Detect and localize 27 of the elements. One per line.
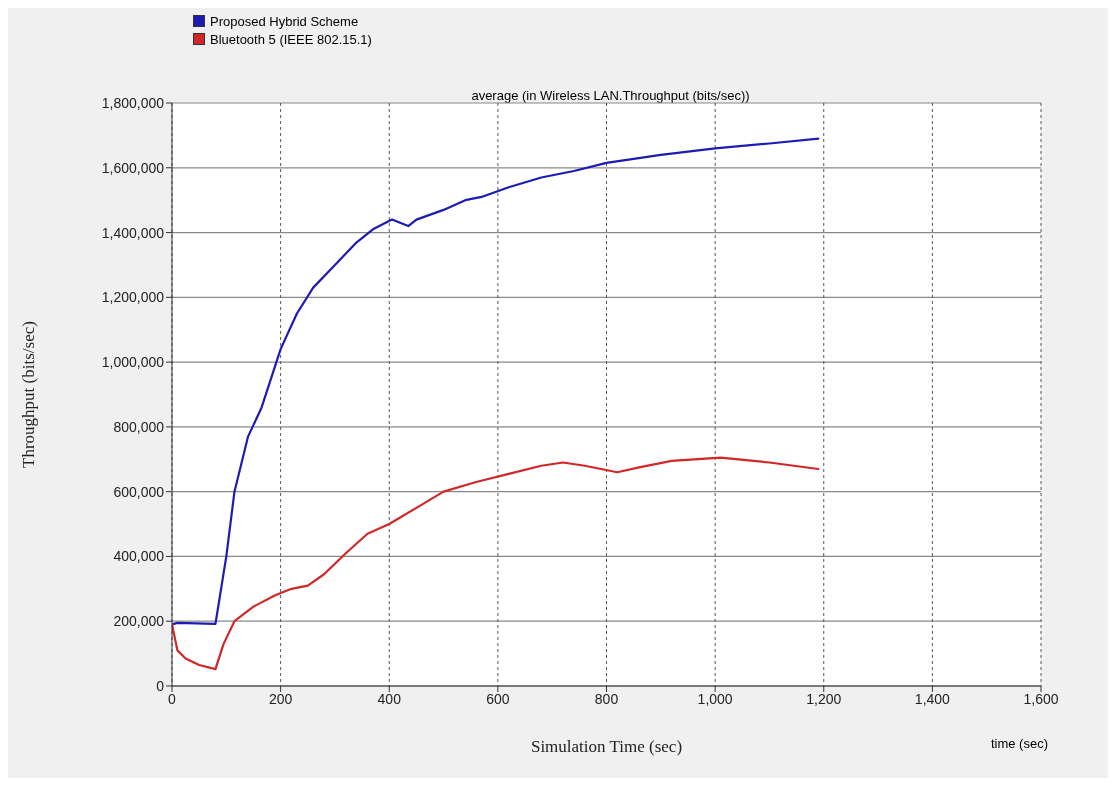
chart-subtitle: average (in Wireless LAN.Throughput (bits/sec)): [470, 88, 751, 103]
y-tick-label: 400,000: [113, 548, 165, 565]
x-tick-label: 800: [594, 690, 619, 707]
legend-label: Proposed Hybrid Scheme: [210, 13, 359, 29]
line-series: [172, 137, 820, 626]
x-tick-label: 200: [268, 690, 293, 707]
x-tick-label: 600: [486, 690, 510, 707]
legend-label: Bluetooth 5 (IEEE 802.15.1): [210, 31, 372, 47]
x-tick-label: 1,400: [914, 690, 951, 707]
y-tick-label: 1,200,000: [101, 289, 165, 306]
y-tick-label: 1,800,000: [101, 94, 165, 111]
text: time (sec): [990, 736, 1048, 751]
x-tick-label: 1,200: [806, 690, 842, 707]
x-tick-label: 400: [377, 690, 402, 707]
y-axis-title: Throughput (bits/sec): [19, 321, 39, 468]
y-tick-label: 1,000,000: [101, 354, 165, 371]
y-tick-label: 0: [156, 677, 165, 694]
x-tick-label: 0: [168, 690, 177, 707]
x-axis-title: Simulation Time (sec): [530, 737, 683, 756]
y-tick-label: 600,000: [113, 483, 165, 500]
line-series: [172, 456, 820, 671]
y-tick-label: 1,600,000: [101, 159, 165, 176]
y-tick-label: 800,000: [113, 418, 165, 435]
x-tick-label: 1,000: [697, 690, 733, 707]
x-tick-label: 1,600: [1023, 690, 1059, 707]
y-tick-label: 200,000: [113, 613, 165, 630]
y-tick-label: 1,400,000: [101, 224, 165, 241]
